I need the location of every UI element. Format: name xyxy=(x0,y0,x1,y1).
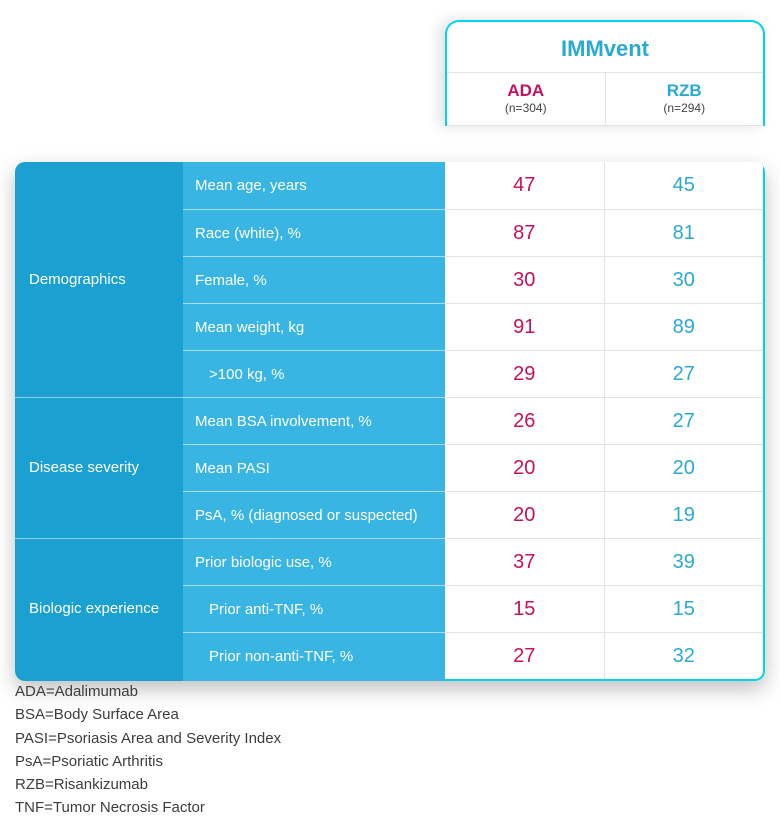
data-row: 2732 xyxy=(445,632,763,679)
group-label: Biologic experience xyxy=(15,538,183,679)
glossary: ADA=AdalimumabBSA=Body Surface AreaPASI=… xyxy=(15,680,281,820)
rzb-value: 20 xyxy=(605,445,764,491)
rzb-label: RZB xyxy=(606,81,764,101)
rzb-value: 27 xyxy=(605,398,764,444)
ada-value: 27 xyxy=(445,633,605,679)
row-label: PsA, % (diagnosed or suspected) xyxy=(183,491,445,538)
row-label: Prior anti-TNF, % xyxy=(183,585,445,632)
rzb-value: 15 xyxy=(605,586,764,632)
ada-value: 15 xyxy=(445,586,605,632)
data-row: 9189 xyxy=(445,303,763,350)
data-row: 1515 xyxy=(445,585,763,632)
row-label: Mean PASI xyxy=(183,444,445,491)
trial-title: IMMvent xyxy=(447,22,763,73)
glossary-line: PASI=Psoriasis Area and Severity Index xyxy=(15,727,281,750)
rzb-value: 27 xyxy=(605,351,764,397)
row-label: Female, % xyxy=(183,256,445,303)
column-header-ada: ADA (n=304) xyxy=(447,73,606,125)
ada-value: 87 xyxy=(445,210,605,256)
data-row: 8781 xyxy=(445,209,763,256)
rzb-value: 81 xyxy=(605,210,764,256)
row-label: Race (white), % xyxy=(183,209,445,256)
immvent-header: IMMvent ADA (n=304) RZB (n=294) xyxy=(445,20,765,126)
row-label: Prior biologic use, % xyxy=(183,538,445,585)
group-column: DemographicsDisease severityBiologic exp… xyxy=(15,162,183,681)
glossary-line: TNF=Tumor Necrosis Factor xyxy=(15,796,281,819)
data-row: 4745 xyxy=(445,162,763,209)
rzb-value: 30 xyxy=(605,257,764,303)
row-label: Mean age, years xyxy=(183,162,445,209)
ada-label: ADA xyxy=(447,81,605,101)
glossary-line: ADA=Adalimumab xyxy=(15,680,281,703)
glossary-line: BSA=Body Surface Area xyxy=(15,703,281,726)
group-label: Disease severity xyxy=(15,397,183,538)
ada-n: (n=304) xyxy=(447,101,605,115)
table-frame: IMMvent ADA (n=304) RZB (n=294) Demograp… xyxy=(15,20,765,539)
ada-value: 30 xyxy=(445,257,605,303)
group-label: Demographics xyxy=(15,162,183,397)
row-label: Prior non-anti-TNF, % xyxy=(183,632,445,679)
rzb-n: (n=294) xyxy=(606,101,764,115)
ada-value: 37 xyxy=(445,539,605,585)
glossary-line: RZB=Risankizumab xyxy=(15,773,281,796)
rzb-value: 19 xyxy=(605,492,764,538)
ada-value: 20 xyxy=(445,492,605,538)
data-row: 2019 xyxy=(445,491,763,538)
label-column: Mean age, yearsRace (white), %Female, %M… xyxy=(183,162,445,681)
data-area: 4745878130309189292726272020201937391515… xyxy=(445,162,765,681)
rzb-value: 45 xyxy=(605,162,764,209)
rzb-value: 32 xyxy=(605,633,764,679)
row-label: Mean BSA involvement, % xyxy=(183,397,445,444)
row-label: >100 kg, % xyxy=(183,350,445,397)
rzb-value: 39 xyxy=(605,539,764,585)
glossary-line: PsA=Psoriatic Arthritis xyxy=(15,750,281,773)
column-headers: ADA (n=304) RZB (n=294) xyxy=(447,73,763,126)
data-row: 3739 xyxy=(445,538,763,585)
ada-value: 20 xyxy=(445,445,605,491)
ada-value: 29 xyxy=(445,351,605,397)
ada-value: 26 xyxy=(445,398,605,444)
rzb-value: 89 xyxy=(605,304,764,350)
data-row: 2627 xyxy=(445,397,763,444)
data-row: 3030 xyxy=(445,256,763,303)
row-label: Mean weight, kg xyxy=(183,303,445,350)
data-row: 2020 xyxy=(445,444,763,491)
ada-value: 91 xyxy=(445,304,605,350)
ada-value: 47 xyxy=(445,162,605,209)
main-table: DemographicsDisease severityBiologic exp… xyxy=(15,162,765,681)
column-header-rzb: RZB (n=294) xyxy=(606,73,764,125)
data-row: 2927 xyxy=(445,350,763,397)
